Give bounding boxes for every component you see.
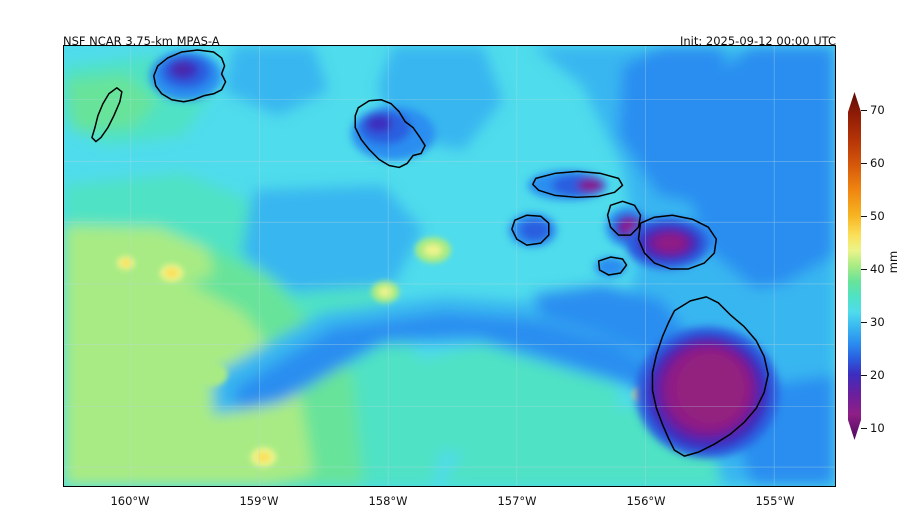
colorbar-label-70: 70: [870, 103, 885, 117]
tpw-contour-field: [64, 46, 835, 486]
xtick-label-159W: 159°W: [239, 494, 279, 508]
colorbar: [848, 92, 861, 440]
init-time: Init: 2025-09-12 00:00 UTC: [680, 34, 836, 48]
colorbar-tick-60: [861, 163, 867, 165]
colorbar-tick-10: [861, 428, 867, 430]
colorbar-tick-50: [861, 216, 867, 218]
coastlines: [91, 49, 769, 457]
colorbar-label-30: 30: [870, 315, 885, 329]
xtick-label-158W: 158°W: [368, 494, 408, 508]
model-name: NSF NCAR 3.75-km MPAS-A: [63, 34, 220, 48]
colorbar-label-20: 20: [870, 368, 885, 382]
xtick-label-160W: 160°W: [110, 494, 150, 508]
colorbar-label-10: 10: [870, 421, 885, 435]
colorbar-tick-40: [861, 269, 867, 271]
colorbar-tick-20: [861, 375, 867, 377]
colorbar-label-40: 40: [870, 262, 885, 276]
xtick-label-156W: 156°W: [626, 494, 666, 508]
xtick-label-155W: 155°W: [755, 494, 795, 508]
map-plot-area: [63, 45, 836, 487]
colorbar-tick-30: [861, 322, 867, 324]
colorbar-label-50: 50: [870, 209, 885, 223]
colorbar-label-60: 60: [870, 156, 885, 170]
colorbar-unit-label: mm: [886, 250, 900, 274]
colorbar-tick-70: [861, 110, 867, 112]
xtick-label-157W: 157°W: [497, 494, 537, 508]
